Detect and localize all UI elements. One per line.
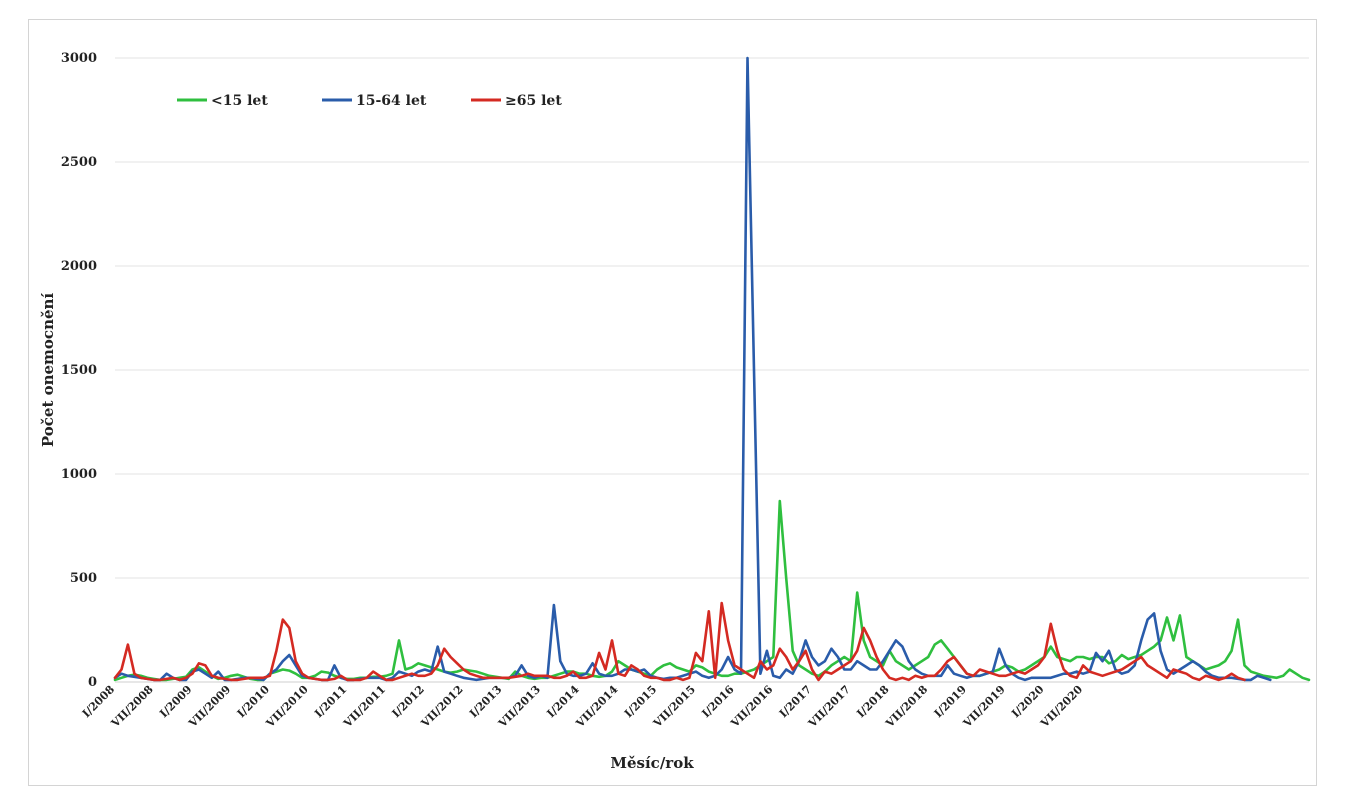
legend-label: <15 let: [211, 93, 268, 109]
x-tick-label: I/2011: [312, 683, 349, 720]
x-tick-label: VII/2017: [805, 683, 853, 731]
x-tick-label: I/2012: [390, 683, 427, 720]
x-tick-label: I/2019: [932, 683, 969, 720]
x-tick-label: I/2010: [235, 683, 273, 721]
x-tick-label: I/2014: [544, 683, 582, 721]
x-tick-label: I/2009: [157, 683, 194, 720]
y-axis-title: Počet onemocnění: [39, 293, 57, 448]
x-tick-label: I/2018: [854, 683, 892, 721]
x-tick-label: VII/2011: [340, 683, 388, 731]
x-tick-label: I/2008: [80, 683, 118, 721]
x-tick-label: VII/2014: [573, 683, 621, 731]
y-tick-label: 3000: [61, 51, 97, 66]
x-tick-label: I/2015: [622, 683, 659, 720]
x-tick-label: I/2013: [467, 683, 504, 720]
series-line-3: [113, 601, 1246, 682]
y-tick-label: 2500: [61, 155, 97, 170]
x-tick-label: I/2016: [699, 683, 737, 721]
legend-label: ≥65 let: [505, 93, 562, 109]
x-tick-label: VII/2013: [495, 683, 543, 731]
x-tick-label: VII/2009: [186, 683, 234, 731]
x-tick-label: VII/2010: [263, 683, 311, 731]
chart-frame: 0 500 1000 1500 2000 2500 3000 I/2008 VII/2008 I/…: [28, 19, 1317, 786]
y-tick-label: 500: [70, 571, 97, 586]
x-tick-label: VII/2015: [650, 683, 698, 731]
legend-item-3: ≥65 let: [471, 93, 562, 109]
x-tick-label: I/2017: [777, 683, 814, 720]
x-tick-label: VII/2019: [960, 683, 1008, 731]
x-tick-label: VII/2012: [418, 683, 466, 731]
series-line-1: [113, 499, 1311, 682]
x-tick-label: VII/2008: [108, 683, 156, 731]
legend-label: 15-64 let: [356, 93, 427, 109]
y-tick-label: 2000: [61, 259, 97, 274]
y-tick-label: 1000: [61, 467, 97, 482]
x-tick-label: VII/2016: [728, 683, 776, 731]
y-tick-label: 1500: [61, 363, 97, 378]
x-tick-label: I/2020: [1009, 683, 1047, 721]
x-tick-label: VII/2018: [883, 683, 931, 731]
legend-item-1: <15 let: [177, 93, 268, 109]
x-tick-label: VII/2020: [1038, 683, 1086, 731]
x-axis-title: Měsíc/rok: [610, 754, 694, 772]
series-line-2: [113, 56, 1272, 682]
legend-item-2: 15-64 let: [322, 93, 427, 109]
y-tick-label: 0: [88, 675, 97, 690]
